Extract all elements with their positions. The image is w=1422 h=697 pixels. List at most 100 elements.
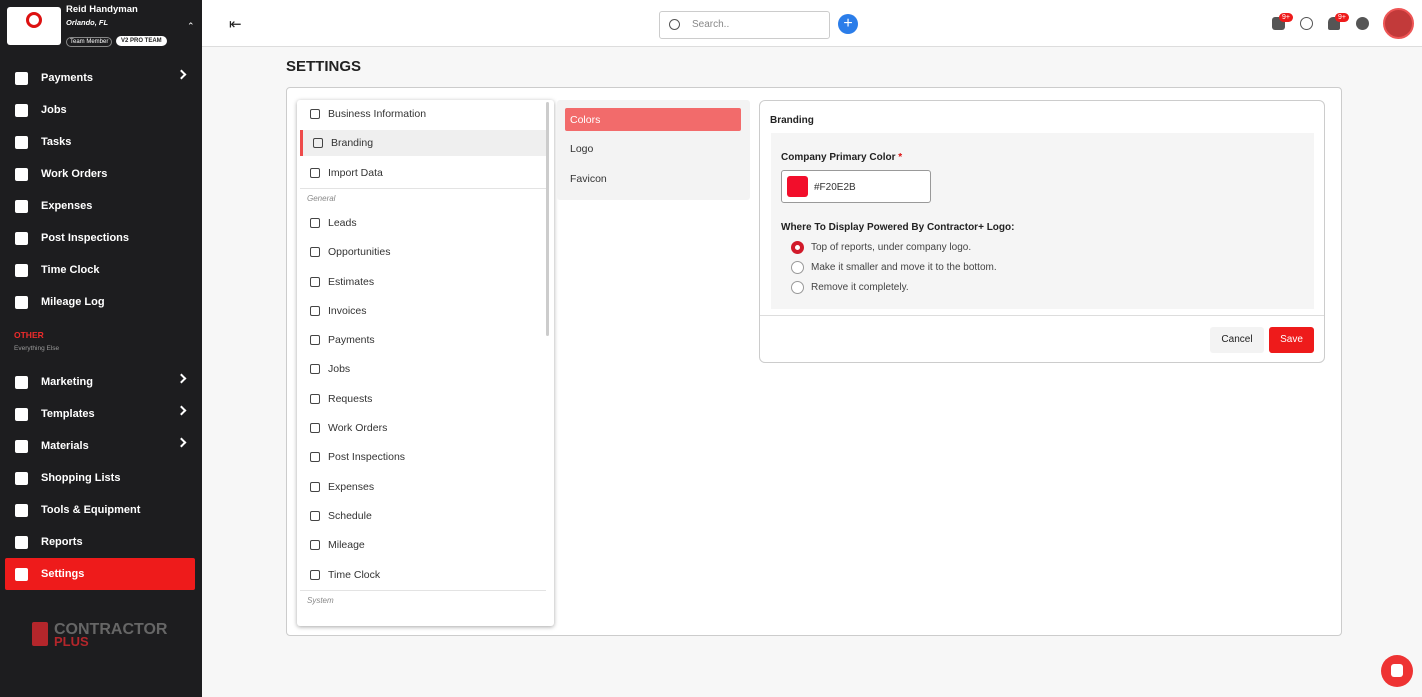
- menu-icon: [310, 393, 320, 404]
- color-value: #F20E2B: [814, 182, 856, 193]
- menu-label: Requests: [328, 392, 373, 405]
- menu-label: Work Orders: [328, 422, 388, 434]
- sidebar-item[interactable]: Reports: [5, 526, 195, 558]
- sidebar-item[interactable]: Jobs: [5, 94, 195, 126]
- team-badge: V2 PRO TEAM: [116, 36, 167, 46]
- sidebar-icon: [15, 167, 28, 181]
- menu-label: Leads: [328, 216, 357, 229]
- menu-label: Business Information: [328, 108, 427, 120]
- sidebar-label: Expenses: [41, 200, 93, 212]
- radio-label: Remove it completely.: [811, 282, 909, 293]
- menu-label: Branding: [331, 137, 374, 150]
- menu-label: Time Clock: [328, 568, 381, 581]
- settings-menu-item[interactable]: Invoices: [300, 298, 546, 324]
- company-name: Reid Handyman: [66, 4, 138, 15]
- panel-title: Branding: [770, 115, 814, 126]
- settings-menu-item[interactable]: Requests: [300, 386, 546, 412]
- radio-option[interactable]: Top of reports, under company logo.: [791, 241, 971, 254]
- sidebar-item[interactable]: Tools & Equipment: [5, 494, 195, 526]
- sidebar-icon: [15, 263, 28, 277]
- menu-icon: [310, 423, 320, 433]
- sidebar-icon: [15, 295, 28, 309]
- sidebar: Reid Handyman Orlando, FL Team Member V2…: [0, 0, 202, 697]
- sidebar-label: Tasks: [41, 136, 72, 148]
- sidebar-item[interactable]: Marketing: [5, 366, 195, 398]
- radio-option[interactable]: Make it smaller and move it to the botto…: [791, 261, 997, 274]
- required-mark: *: [898, 152, 903, 163]
- settings-menu-item[interactable]: Schedule: [300, 503, 546, 529]
- settings-menu-item[interactable]: Business Information: [300, 101, 546, 127]
- sidebar-icon: [15, 439, 28, 453]
- settings-menu-item[interactable]: Post Inspections: [300, 444, 546, 470]
- settings-menu-item[interactable]: Time Clock: [300, 562, 546, 588]
- chat-button[interactable]: [1381, 655, 1413, 687]
- sidebar-icon: [15, 135, 28, 149]
- sidebar-icon: [15, 103, 28, 117]
- settings-menu-item[interactable]: Opportunities: [300, 239, 546, 265]
- sidebar-item[interactable]: Payments: [5, 62, 195, 94]
- add-button[interactable]: +: [838, 14, 858, 34]
- sidebar-item[interactable]: Post Inspections: [5, 222, 195, 254]
- menu-label: Import Data: [328, 166, 383, 179]
- menu-label: Mileage: [328, 539, 365, 552]
- clock-icon[interactable]: [1300, 17, 1313, 30]
- settings-menu-item[interactable]: Import Data: [300, 160, 546, 186]
- radio-button[interactable]: [791, 241, 804, 254]
- sidebar-label: Reports: [41, 536, 83, 548]
- save-button[interactable]: Save: [1269, 327, 1314, 353]
- sidebar-item[interactable]: Templates: [5, 398, 195, 430]
- color-swatch[interactable]: [787, 176, 808, 197]
- settings-menu-item[interactable]: Payments: [300, 327, 546, 353]
- sidebar-item[interactable]: Expenses: [5, 190, 195, 222]
- settings-menu-item[interactable]: Mileage: [300, 532, 546, 558]
- search-box[interactable]: Search..: [659, 11, 830, 39]
- page-title: SETTINGS: [286, 58, 362, 75]
- brand-suffix: PLUS: [54, 634, 89, 649]
- collapse-button[interactable]: ⇤: [229, 16, 242, 33]
- tab[interactable]: Favicon: [570, 172, 607, 185]
- settings-menu-item[interactable]: Expenses: [300, 474, 546, 500]
- radio-button[interactable]: [791, 281, 804, 294]
- sidebar-item[interactable]: Materials: [5, 430, 195, 462]
- sidebar-item[interactable]: Shopping Lists: [5, 462, 195, 494]
- settings-menu-item[interactable]: Jobs: [300, 356, 546, 382]
- sidebar-label: Tools & Equipment: [41, 504, 141, 516]
- brand-icon: [32, 622, 48, 646]
- sidebar-label: Payments: [41, 72, 93, 84]
- divider: [760, 315, 1324, 316]
- menu-label: Jobs: [328, 363, 351, 376]
- menu-icon: [310, 305, 320, 316]
- sidebar-icon: [15, 503, 28, 517]
- sidebar-item[interactable]: Time Clock: [5, 254, 195, 286]
- menu-label: Payments: [328, 334, 375, 347]
- tab[interactable]: Colors: [565, 108, 741, 131]
- sidebar-icon: [15, 535, 28, 549]
- radio-option[interactable]: Remove it completely.: [791, 281, 909, 294]
- sidebar-label: Templates: [41, 408, 95, 420]
- sidebar-label: Settings: [41, 568, 85, 580]
- sidebar-icon: [15, 567, 28, 581]
- settings-menu-item[interactable]: Branding: [300, 130, 546, 157]
- settings-menu-item[interactable]: Leads: [300, 210, 546, 236]
- sidebar-item[interactable]: Mileage Log: [5, 286, 195, 318]
- account-switch[interactable]: ⌃: [187, 21, 195, 31]
- sidebar-item[interactable]: Settings: [5, 558, 195, 590]
- settings-menu-item[interactable]: Estimates: [300, 269, 546, 295]
- radio-button[interactable]: [791, 261, 804, 274]
- sidebar-icon: [15, 407, 28, 421]
- sidebar-item[interactable]: Tasks: [5, 126, 195, 158]
- settings-menu-item[interactable]: Work Orders: [300, 415, 546, 441]
- color-input[interactable]: #F20E2B: [781, 170, 931, 203]
- help-icon[interactable]: [1356, 17, 1369, 30]
- sidebar-item[interactable]: Work Orders: [5, 158, 195, 190]
- tab[interactable]: Logo: [570, 143, 594, 155]
- cancel-button[interactable]: Cancel: [1210, 327, 1264, 353]
- avatar[interactable]: [1383, 8, 1414, 39]
- menu-icon: [310, 510, 320, 521]
- radio-label: Top of reports, under company logo.: [811, 242, 972, 253]
- menu-icon: [310, 452, 320, 463]
- sidebar-label: Shopping Lists: [41, 472, 121, 484]
- menu-icon: [313, 138, 323, 149]
- topbar: ⇤ Search.. + 9+ 9+: [202, 0, 1422, 47]
- menu-section-title: System: [307, 595, 334, 605]
